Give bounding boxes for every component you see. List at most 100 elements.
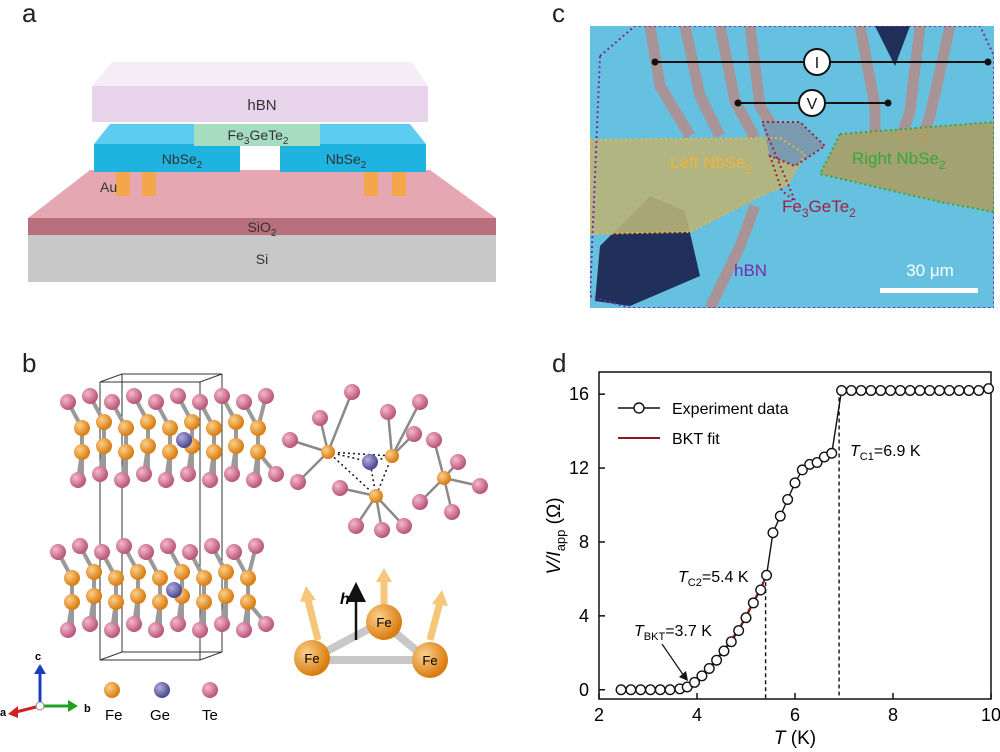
data-point [885, 384, 897, 396]
te-atom [160, 538, 176, 554]
te-atom [224, 466, 240, 482]
data-point [703, 663, 715, 675]
te-atom [380, 404, 396, 420]
te-atom [344, 384, 360, 400]
bond [390, 401, 422, 457]
te-atom [472, 478, 488, 494]
te-atom [246, 472, 262, 488]
legend-ge-label: Ge [150, 707, 170, 724]
te-atom [406, 426, 422, 442]
te-atom [60, 622, 76, 638]
te-atom [282, 432, 298, 448]
fe-spin-label: Fe [376, 615, 391, 630]
data-point [615, 684, 627, 696]
fe-atom [385, 449, 399, 463]
axis-c-label: c [35, 651, 41, 663]
hbn-label: hBN [734, 261, 767, 280]
data-point [689, 676, 701, 688]
fe-atom [250, 420, 266, 436]
fe-atom [369, 489, 383, 503]
te-atom [332, 480, 348, 496]
te-atom [202, 472, 218, 488]
te-atom [226, 544, 242, 560]
te-atom [92, 466, 108, 482]
te-atom [180, 466, 196, 482]
resistance-chart: 2 4 6 8 10 0 4 8 12 16 Experiment data BKT fit TC… [544, 371, 1000, 749]
te-atom [426, 432, 442, 448]
te-atom [396, 518, 412, 534]
right-nbse2-region [820, 122, 994, 212]
te-atom [312, 410, 328, 426]
data-point [934, 384, 946, 396]
dashed-bond [327, 451, 377, 497]
right-nbse2-label: Right NbSe2 [852, 149, 946, 172]
y-tick-label: 8 [579, 532, 589, 552]
plot-frame [598, 371, 992, 700]
fe-atom [140, 438, 156, 454]
data-point [747, 597, 759, 609]
te-atom [60, 394, 76, 410]
data-point [761, 569, 773, 581]
y-tick-label: 12 [569, 458, 589, 478]
y-axis-label: V/Iapp (Ω) [544, 497, 568, 574]
te-atom [290, 474, 306, 490]
x-tick-label: 4 [692, 705, 702, 725]
te-atom [258, 616, 274, 632]
fe-atom [96, 438, 112, 454]
crystal-structure: c a b Fe Ge Te h Fe Fe Fe [0, 373, 488, 724]
current-endpoint [651, 58, 659, 66]
te-atom [94, 544, 110, 560]
legend-te-label: Te [202, 707, 218, 724]
y-tick-label: 16 [569, 384, 589, 404]
spin-triangle [294, 568, 448, 678]
te-atom [412, 494, 428, 510]
data-point [789, 477, 801, 489]
data-point [733, 625, 745, 637]
left-nbse2-outline [590, 136, 807, 236]
voltage-endpoint [884, 99, 892, 107]
au-contact [116, 172, 130, 196]
hbn-front [92, 86, 428, 122]
fe-atom [86, 588, 102, 604]
panel-label-d: d [552, 348, 567, 378]
au-contact [392, 172, 406, 196]
fe-atom [321, 445, 335, 459]
fe-atom [162, 420, 178, 436]
te-atom [158, 472, 174, 488]
fe-atom [108, 570, 124, 586]
atom-cluster [50, 388, 284, 638]
te-atom [374, 522, 390, 538]
data-point [826, 447, 838, 459]
te-atom [82, 616, 98, 632]
te-atom [192, 622, 208, 638]
data-point [836, 384, 848, 396]
tbkt-arrow [661, 643, 685, 677]
au-contact [142, 172, 156, 196]
bond [326, 391, 354, 453]
fe-atom [228, 438, 244, 454]
au-contact [364, 172, 378, 196]
data-point [924, 384, 936, 396]
panel-label-b: b [22, 348, 37, 378]
fe-atom [174, 564, 190, 580]
hbn-top [92, 62, 428, 86]
fe-atom [184, 414, 200, 430]
fe-spin-label: Fe [422, 653, 437, 668]
sio2-side [28, 218, 496, 235]
right-nbse2-outline [818, 120, 994, 214]
data-point [943, 384, 955, 396]
te-atom [450, 454, 466, 470]
data-point [711, 654, 723, 666]
te-atom [170, 616, 186, 632]
nbse2-left-label: NbSe2 [162, 151, 203, 171]
fe-atom [130, 564, 146, 580]
voltage-endpoint [734, 99, 742, 107]
fe-atom [64, 594, 80, 610]
te-atom [104, 622, 120, 638]
data-point [755, 584, 767, 596]
data-point [983, 383, 995, 395]
top-view-structure [282, 384, 488, 538]
dark-flake [875, 26, 910, 66]
te-atom [170, 388, 186, 404]
fe-atom [206, 420, 222, 436]
